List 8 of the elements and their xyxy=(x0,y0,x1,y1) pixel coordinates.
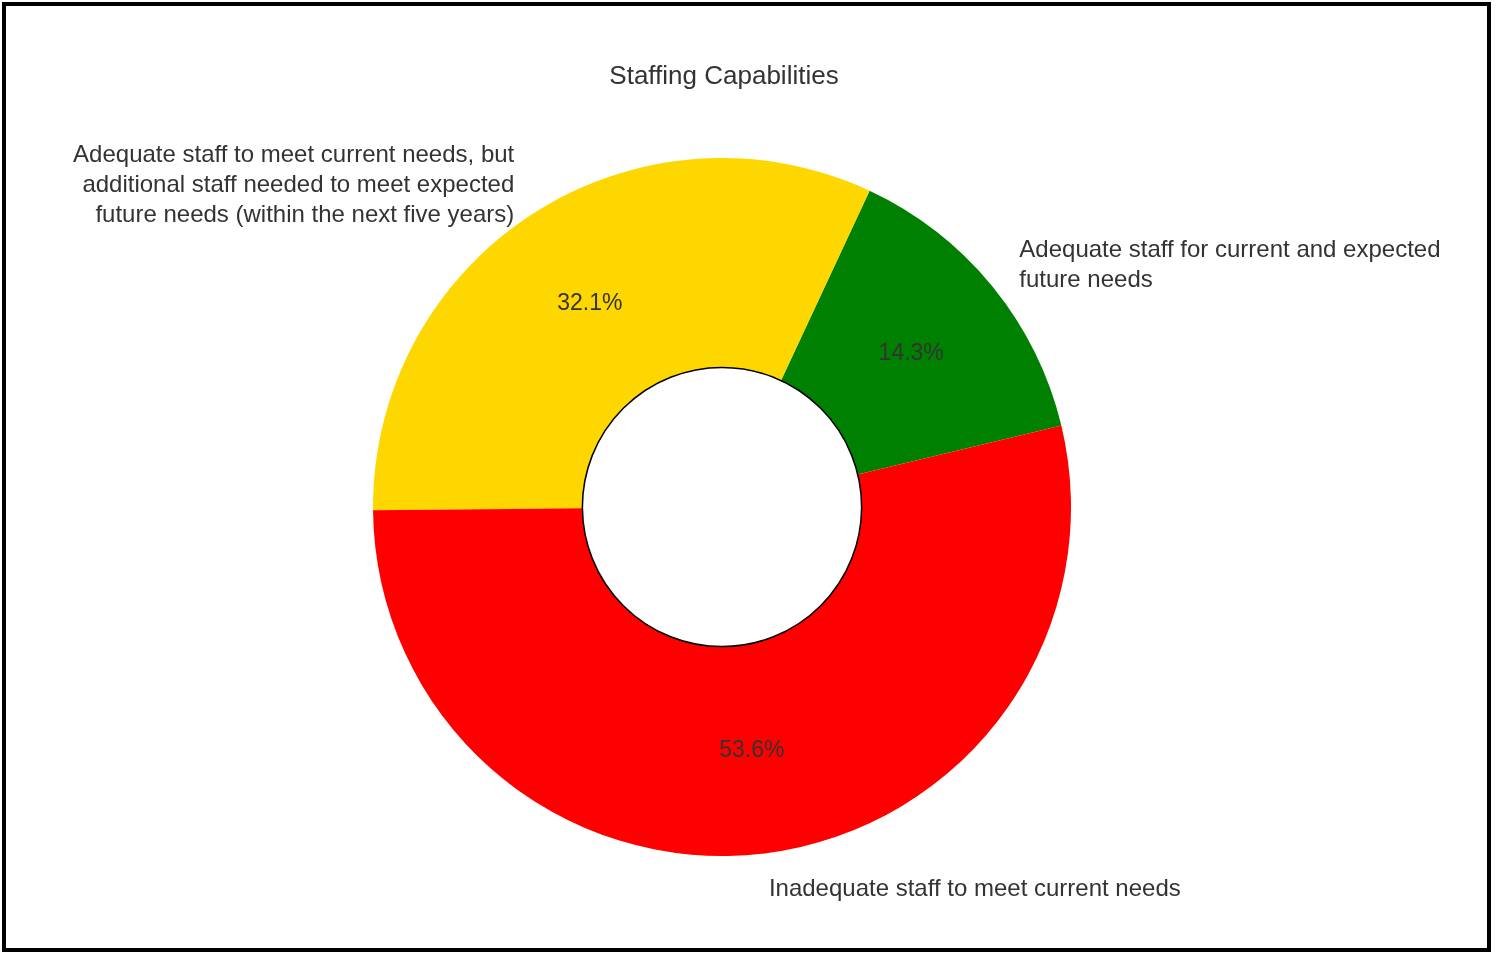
slice-label: Inadequate staff to meet current needs xyxy=(768,874,1181,902)
chart-title: Staffing Capabilities xyxy=(609,60,839,90)
slice-label: Adequate staff to meet current needs, but additional staff needed to meet expected future needs (within the next five years) xyxy=(73,140,515,228)
data-label: 32.1% xyxy=(557,288,623,315)
data-label: 14.3% xyxy=(878,339,944,366)
donut-slice xyxy=(373,425,1071,856)
data-label: 53.6% xyxy=(719,736,785,763)
slice-label: Adequate staff for current and expected future needs xyxy=(1019,235,1441,293)
